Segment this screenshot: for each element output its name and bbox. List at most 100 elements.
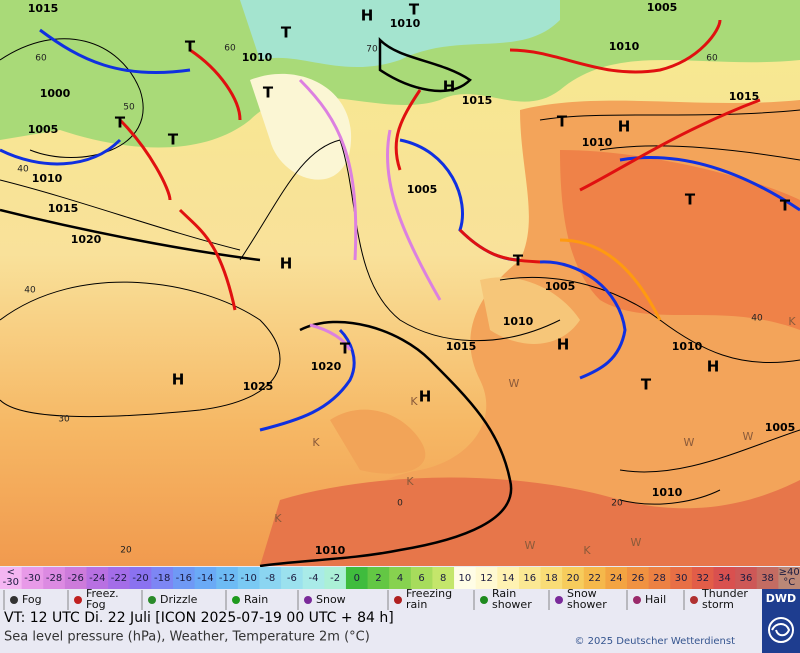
scale-label: -16	[176, 573, 192, 584]
isobar-label: 1010	[390, 17, 421, 30]
isobar-label: 1025	[243, 380, 274, 393]
weather-symbol: W	[684, 436, 695, 449]
scale-cell	[389, 567, 412, 589]
scale-cell	[194, 567, 217, 589]
pressure-center: H	[618, 118, 631, 136]
scale-cell	[627, 567, 650, 589]
pressure-center: T	[168, 131, 179, 149]
weather-symbol: W	[509, 377, 520, 390]
scale-label: -22	[111, 573, 127, 584]
legend-label: Fog	[22, 593, 42, 606]
description: Sea level pressure (hPa), Weather, Tempe…	[4, 630, 370, 645]
legend-icon	[74, 596, 82, 604]
scale-cell	[367, 567, 390, 589]
scale-label: -28	[46, 573, 62, 584]
scale-label: 12	[480, 573, 493, 584]
scale-cell	[735, 567, 758, 589]
scale-cell	[778, 567, 800, 589]
scale-label: 10	[458, 573, 471, 584]
weather-symbol: W	[525, 539, 536, 552]
scale-cell	[302, 567, 325, 589]
scale-label: 22	[588, 573, 601, 584]
scale-cell	[648, 567, 671, 589]
weather-symbol: K	[583, 544, 591, 557]
legend-label: shower	[492, 598, 532, 611]
isobar-label: 1015	[729, 90, 760, 103]
scale-cell	[237, 567, 260, 589]
legend-icon	[690, 596, 698, 604]
isobar-label: 1000	[40, 87, 71, 100]
scale-label: 28	[653, 573, 666, 584]
scale-label: -30	[24, 573, 40, 584]
legend-icon	[555, 596, 563, 604]
isobar-label: 1015	[28, 2, 59, 15]
scale-cell	[151, 567, 174, 589]
scale-cell	[432, 567, 455, 589]
pressure-center: H	[361, 7, 374, 25]
scale-label: 30	[675, 573, 688, 584]
pressure-center: H	[280, 255, 293, 273]
scale-label: 20	[567, 573, 580, 584]
weather-symbol: K	[410, 395, 418, 408]
pressure-center: T	[281, 24, 292, 42]
legend-label: Fog	[86, 598, 106, 611]
legend-label: Hail	[645, 593, 666, 606]
weather-symbol: W	[631, 536, 642, 549]
pressure-center: T	[641, 376, 652, 394]
scale-label: -8	[265, 573, 275, 584]
legend-label: Freez.	[86, 587, 119, 600]
pressure-center: H	[172, 371, 185, 389]
scale-cell	[410, 567, 433, 589]
scale-label: 26	[631, 573, 644, 584]
pressure-center: T	[513, 252, 524, 270]
scale-cell	[583, 567, 606, 589]
logo: DWD	[766, 592, 796, 605]
grid-label: 60	[224, 44, 236, 54]
weather-symbol: K	[788, 315, 796, 328]
scale-label: 32	[696, 573, 709, 584]
weather-symbol: K	[312, 436, 320, 449]
scale-cell	[345, 567, 369, 589]
scale-label: 16	[523, 573, 536, 584]
legend-label: Drizzle	[160, 593, 198, 606]
isobar-label: 1015	[446, 340, 477, 353]
scale-cell	[108, 567, 131, 589]
scale-cell	[562, 567, 585, 589]
isobar-label: 1010	[32, 172, 63, 185]
scale-label: 8	[440, 573, 446, 584]
scale-label: <	[7, 567, 15, 578]
grid-label: 20	[120, 546, 132, 556]
scale-cell	[43, 567, 66, 589]
scale-cell	[670, 567, 693, 589]
pressure-center: T	[557, 113, 568, 131]
legend-icon	[10, 596, 18, 604]
isobar-label: 1005	[765, 421, 796, 434]
grid-label: 40	[24, 286, 36, 296]
legend-label: shower	[567, 598, 607, 611]
isobar-label: 1005	[647, 1, 678, 14]
copyright: © 2025 Deutscher Wetterdienst	[574, 636, 735, 647]
legend-label: rain	[406, 598, 427, 611]
scale-cell	[259, 567, 282, 589]
scale-label: 4	[397, 573, 403, 584]
scale-cell	[518, 567, 542, 589]
legend-icon	[394, 596, 402, 604]
scale-label: °C	[783, 577, 795, 588]
scale-label: 34	[718, 573, 731, 584]
grid-label: 50	[123, 103, 135, 113]
scale-cell	[281, 567, 304, 589]
scale-cell	[540, 567, 563, 589]
scale-label: -6	[287, 573, 297, 584]
scale-cell	[64, 567, 87, 589]
valid-time: VT: 12 UTC Di. 22 Juli [ICON 2025-07-19 …	[4, 610, 394, 626]
scale-label: -2	[330, 573, 340, 584]
legend-label: Snow	[316, 593, 346, 606]
scale-cell	[129, 567, 152, 589]
scale-cell	[172, 567, 196, 589]
grid-label: 40	[17, 165, 29, 175]
grid-label: 70	[366, 45, 378, 55]
pressure-center: H	[557, 336, 570, 354]
isobar-label: 1005	[407, 183, 438, 196]
pressure-center: H	[419, 388, 432, 406]
